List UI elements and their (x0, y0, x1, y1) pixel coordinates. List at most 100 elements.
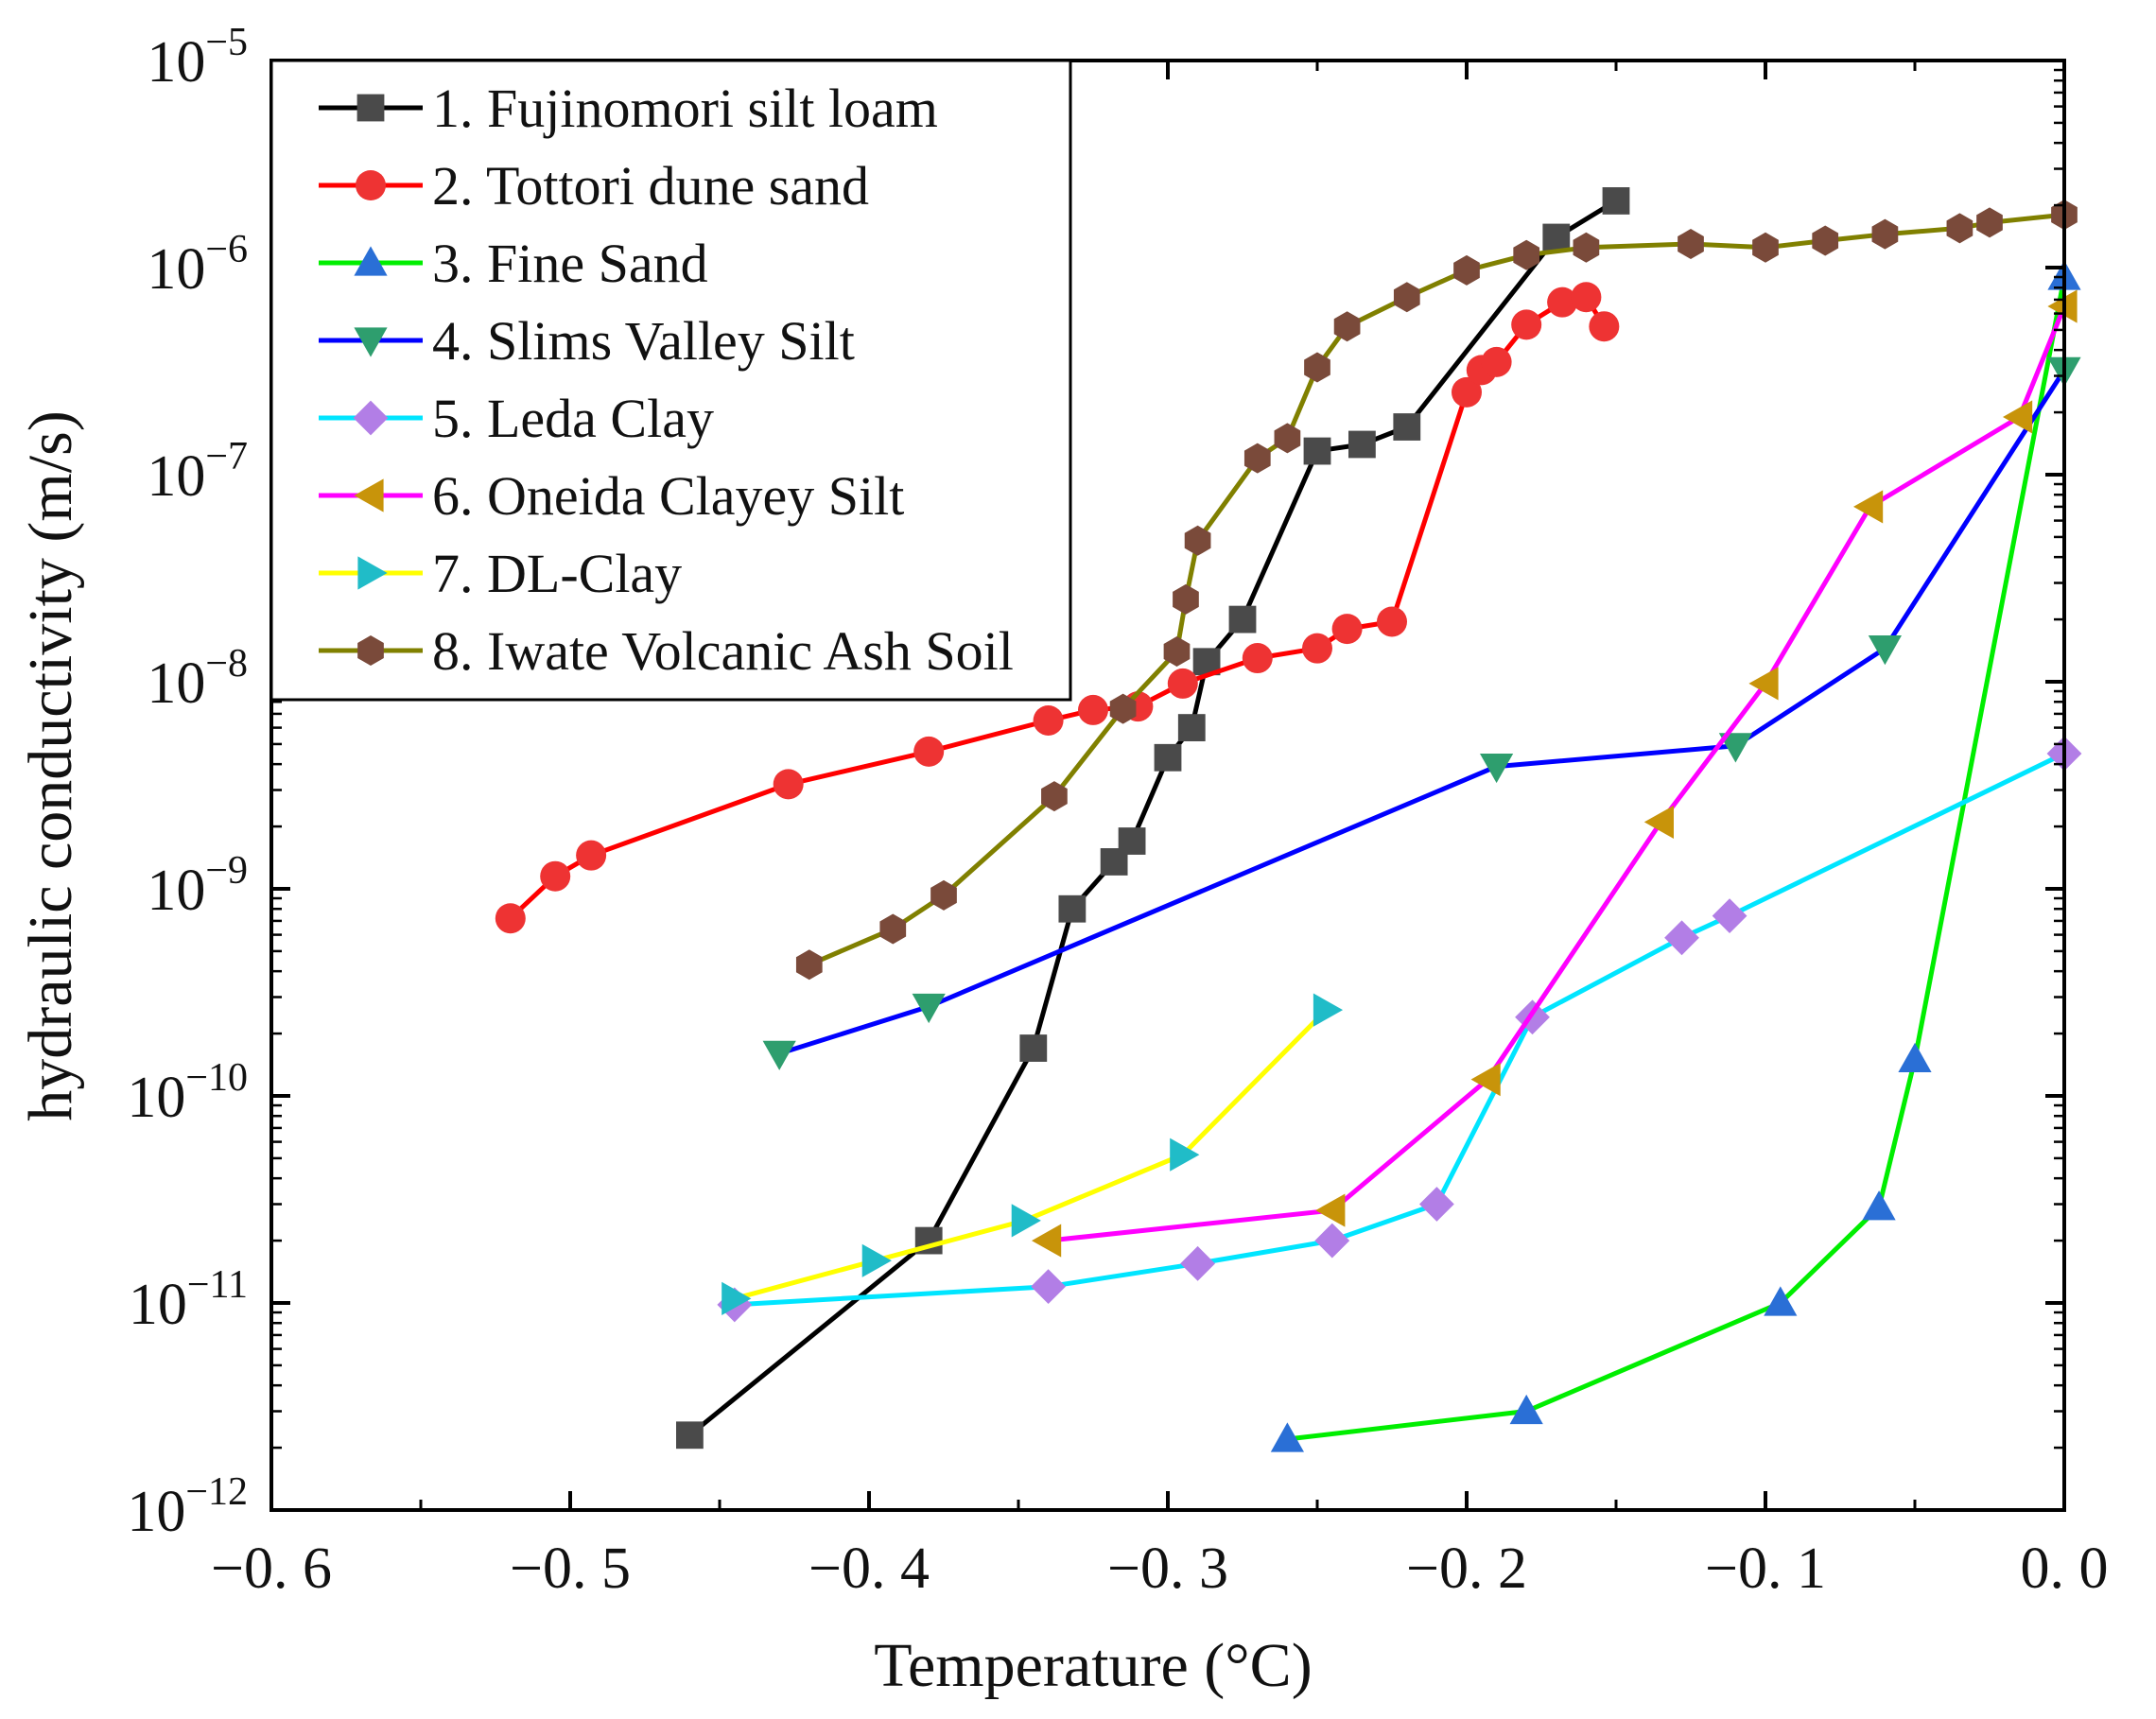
series-1 (676, 187, 1630, 1450)
series-2-point (1078, 694, 1108, 725)
series-2-point (1547, 286, 1578, 318)
series-3-point (1898, 1042, 1932, 1073)
x-tick-label: −0. 1 (1705, 1537, 1826, 1601)
series-8-point (1946, 213, 1973, 244)
series-7-point (1170, 1137, 1200, 1172)
series-3 (1270, 260, 2081, 1452)
series-8-point (1678, 229, 1704, 260)
series-4-line (778, 369, 2067, 1056)
series-2-point (576, 840, 607, 871)
x-tick-label: −0. 3 (1107, 1537, 1228, 1601)
series-7-point (722, 1281, 752, 1315)
series-8-point (1871, 218, 1899, 250)
series-1-point (1118, 827, 1146, 855)
series-8-point (1393, 282, 1420, 313)
series-3-point (1509, 1394, 1543, 1425)
series-3-point (1764, 1286, 1798, 1316)
series-8-point (1041, 781, 1068, 812)
x-tick-label: −0. 6 (211, 1537, 332, 1601)
series-8-point (1976, 207, 2003, 238)
legend-marker (354, 478, 384, 512)
y-axis-title: hydraulic conductivity (m/s) (16, 410, 85, 1121)
series-2-point (1511, 309, 1542, 340)
series-6-point (1470, 1063, 1501, 1097)
series-6-point (1748, 667, 1779, 701)
series-layer (495, 187, 2082, 1452)
series-5-point (1419, 1187, 1454, 1222)
series-4-point (1718, 733, 1752, 763)
series-5-point (1712, 898, 1747, 934)
series-5-point (1664, 920, 1699, 956)
series-8-point (1304, 352, 1330, 383)
legend-marker (357, 635, 384, 666)
series-2-point (1242, 643, 1273, 674)
series-2-point (773, 769, 804, 800)
series-7-point (1313, 993, 1344, 1027)
series-1-point (1393, 413, 1421, 441)
legend-marker (354, 327, 388, 357)
legend-label: 1. Fujinomori silt loam (432, 78, 938, 139)
series-1-point (1228, 605, 1257, 634)
series-2 (495, 282, 1620, 934)
series-8-point (1243, 443, 1271, 474)
legend-item: 5. Leda Clay (319, 388, 714, 449)
x-tick-label: −0. 4 (808, 1537, 930, 1601)
series-8-point (1184, 525, 1211, 556)
series-4-point (1868, 635, 1902, 666)
series-2-point (1481, 346, 1512, 377)
series-4-point (762, 1040, 796, 1070)
series-2-point (1589, 311, 1620, 342)
y-tick-label: 10−10 (127, 1056, 248, 1130)
series-1-point (1177, 714, 1206, 741)
legend-item: 4. Slims Valley Silt (319, 310, 855, 372)
series-1-point (1542, 223, 1571, 252)
x-tick-label: −0. 2 (1406, 1537, 1527, 1601)
legend-item: 6. Oneida Clayey Silt (319, 465, 904, 527)
series-6-point (2003, 400, 2033, 434)
series-2-point (540, 860, 571, 892)
series-7-point (861, 1243, 892, 1277)
series-2-point (913, 736, 945, 767)
series-5-point (1031, 1269, 1066, 1305)
series-6-point (1643, 805, 1674, 840)
legend-label: 2. Tottori dune sand (432, 155, 869, 217)
series-8-point (1453, 254, 1480, 286)
legend-marker (357, 556, 388, 590)
y-tick-label: 10−7 (147, 435, 248, 509)
series-5-point (1180, 1245, 1215, 1281)
y-tick-label: 10−11 (129, 1263, 248, 1337)
series-6-point (1032, 1224, 1062, 1258)
series-8-point (1812, 225, 1839, 256)
series-6-line (1048, 305, 2067, 1243)
y-tick-label: 10−9 (147, 849, 248, 923)
series-4 (762, 356, 2081, 1070)
legend-label: 3. Fine Sand (432, 233, 708, 294)
series-8-point (879, 913, 907, 945)
series-8-point (1163, 635, 1191, 667)
series-2-point (1377, 606, 1407, 637)
legend-marker (354, 246, 388, 276)
series-3-point (1862, 1190, 1896, 1221)
series-8-point (930, 879, 957, 911)
series-8-point (1173, 583, 1199, 615)
series-4-point (1480, 753, 1514, 784)
x-tick-label: 0. 0 (2021, 1537, 2109, 1601)
series-1-point (676, 1421, 704, 1450)
legend-item: 7. DL-Clay (319, 543, 682, 604)
legend-label: 5. Leda Clay (432, 388, 714, 449)
legend-item: 3. Fine Sand (319, 233, 708, 294)
series-8-point (1109, 693, 1137, 724)
series-3-point (1270, 1422, 1304, 1452)
series-8-point (1573, 232, 1600, 263)
series-1-point (1154, 743, 1182, 772)
series-8-point (795, 949, 823, 981)
series-2-point (1302, 633, 1332, 664)
series-8-point (1513, 239, 1540, 270)
series-8-point (1333, 311, 1361, 342)
y-tick-label: 10−8 (147, 642, 248, 716)
series-7-point (1011, 1204, 1041, 1238)
series-7 (722, 993, 1344, 1315)
series-2-point (1571, 282, 1602, 313)
legend-item: 8. Iwate Volcanic Ash Soil (319, 620, 1014, 682)
series-2-point (1033, 704, 1064, 736)
